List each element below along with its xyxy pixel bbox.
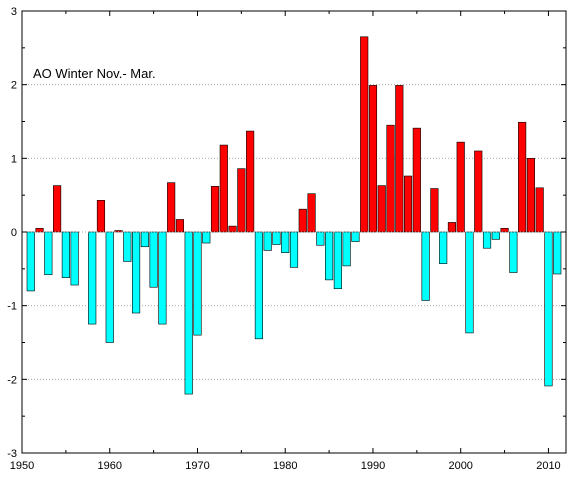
bar-1985: [325, 231, 334, 281]
axes: -3 -2 -1 0 1 2 3 1950 1960 1970 1980 1990 2000 2010: [7, 6, 566, 472]
bar-1960: [105, 231, 114, 343]
bar-2009: [535, 187, 544, 233]
y-tick-label: 0: [11, 227, 17, 239]
bar-1958: [88, 231, 97, 325]
bar-1963: [131, 231, 141, 314]
bar-2001: [465, 231, 474, 334]
bar-2002: [474, 150, 483, 233]
bar-2005: [500, 228, 509, 233]
bar-1977: [254, 231, 263, 340]
bar-1975: [237, 168, 246, 233]
bar-1981: [289, 231, 299, 268]
bar-1953: [44, 231, 53, 276]
y-tick-label: -2: [7, 374, 17, 386]
x-tick-label: 2000: [448, 460, 472, 472]
bar-1980: [281, 231, 290, 253]
bar-2011: [553, 231, 562, 275]
x-tick-label: 1950: [10, 460, 34, 472]
bar-1974: [228, 225, 237, 233]
bar-1964: [140, 231, 149, 248]
bar-1999: [447, 222, 457, 233]
bar-1976: [246, 130, 255, 233]
bar-2006: [509, 231, 518, 273]
bar-1982: [298, 208, 307, 233]
bar-1988: [351, 231, 360, 242]
bar-1978: [263, 231, 272, 251]
bar-1996: [421, 231, 430, 301]
bar-1984: [316, 231, 325, 246]
x-tick-label: 1970: [185, 460, 209, 472]
bar-1955: [61, 231, 70, 278]
x-tick-label: 1980: [273, 460, 297, 472]
y-tick-label: 3: [11, 6, 17, 18]
bar-2004: [491, 231, 500, 240]
bar-1951: [26, 231, 35, 292]
bars: [26, 36, 562, 395]
bar-1972: [210, 186, 220, 233]
bar-1997: [430, 188, 439, 233]
y-tick-label: -1: [7, 301, 17, 313]
bar-1966: [158, 231, 167, 325]
bar-2010: [544, 231, 553, 387]
bar-1954: [53, 185, 62, 233]
bar-1979: [272, 231, 281, 245]
y-tick-label: 2: [11, 80, 17, 92]
bar-1959: [96, 200, 106, 233]
x-tick-label: 1990: [361, 460, 385, 472]
bar-1989: [360, 36, 369, 233]
x-tick-label: 1960: [97, 460, 121, 472]
bar-1962: [123, 231, 132, 262]
y-tick-label: 1: [11, 153, 17, 165]
bar-1994: [403, 175, 413, 233]
bar-1998: [439, 231, 448, 264]
bar-1969: [184, 231, 193, 395]
bar-2007: [518, 121, 527, 233]
bar-1970: [193, 231, 202, 336]
bar-1993: [395, 85, 404, 233]
bar-1971: [202, 231, 211, 244]
bar-1968: [175, 219, 185, 233]
bar-2000: [456, 141, 465, 233]
bar-1967: [167, 182, 176, 233]
chart-title: AO Winter Nov.- Mar.: [33, 66, 156, 81]
bar-1973: [219, 144, 228, 233]
bar-1995: [412, 127, 421, 233]
bar-1965: [149, 231, 158, 288]
x-tick-label: 2010: [536, 460, 560, 472]
bar-2008: [526, 158, 535, 233]
bar-1952: [35, 228, 44, 233]
y-tick-label: -3: [7, 448, 17, 460]
bar-1991: [377, 185, 386, 233]
bar-2003: [482, 231, 492, 249]
bar-1992: [386, 124, 395, 233]
bar-1986: [333, 231, 342, 290]
bar-1983: [307, 193, 316, 233]
bar-1990: [368, 85, 378, 233]
bar-1956: [70, 231, 79, 286]
bar-1987: [342, 231, 351, 267]
